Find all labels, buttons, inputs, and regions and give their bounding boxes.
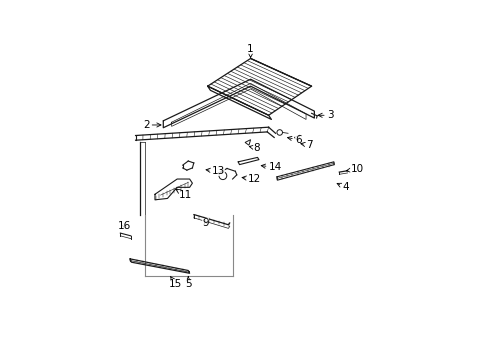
Text: 1: 1 xyxy=(247,44,253,58)
Text: 14: 14 xyxy=(261,162,281,172)
Text: 12: 12 xyxy=(242,174,261,184)
Text: 10: 10 xyxy=(346,164,363,174)
Text: 6: 6 xyxy=(287,135,301,145)
Text: 5: 5 xyxy=(184,276,191,289)
Text: 16: 16 xyxy=(118,221,131,231)
Text: 8: 8 xyxy=(249,143,260,153)
Text: 9: 9 xyxy=(202,218,208,228)
Text: 11: 11 xyxy=(176,189,191,200)
Text: 2: 2 xyxy=(142,120,161,130)
Text: 13: 13 xyxy=(205,166,224,176)
Text: 15: 15 xyxy=(169,277,182,289)
Text: 7: 7 xyxy=(300,140,312,150)
Text: 4: 4 xyxy=(336,183,348,192)
Text: 3: 3 xyxy=(317,110,333,120)
